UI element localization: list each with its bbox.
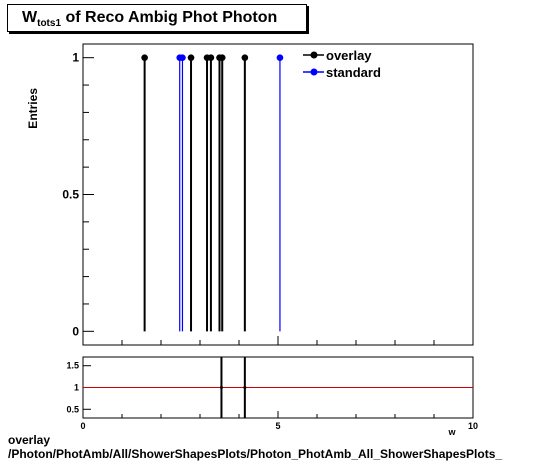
chart-title-box: Wtots1 of Reco Ambig Phot Photon [7,4,307,32]
overlay-point [207,54,215,61]
overlay-point [141,54,148,61]
ratio-x-tick-label: 10 [468,421,478,431]
title-main: W [22,9,38,26]
ratio-y-tick-label: 1 [74,383,79,393]
main-plot-panel: 0 0.5 1 Entries overlay standard [26,43,474,346]
ratio-y-tick-label: 0.5 [66,404,79,414]
ratio-point [243,386,247,389]
overlay-point [187,54,195,61]
footer-line-2: /Photon/PhotAmb/All/ShowerShapesPlots/Ph… [8,447,503,461]
overlay-legend-label: overlay [326,48,372,63]
standard-legend-label: standard [326,65,381,80]
ratio-x-tick-label: 5 [275,421,280,431]
standard-point [276,54,284,61]
footer-line-1: overlay [8,433,51,447]
standard-point [179,54,186,61]
y-tick-label: 0.5 [62,188,79,202]
ratio-y-tick-label: 1.5 [66,361,79,371]
y-axis-title: Entries [26,88,40,129]
title-subscript: tots1 [37,18,62,30]
x-axis-title: w [447,427,456,437]
overlay-point [241,54,249,61]
ratio-x-tick-label: 0 [80,421,85,431]
ratio-point [219,386,223,389]
y-tick-label: 0 [72,324,79,338]
chart-title: Wtots1 of Reco Ambig Phot Photon [22,9,277,29]
overlay-point [218,54,226,61]
main-plot-frame [82,43,474,346]
overlay-legend-marker [310,51,318,59]
title-rest: of Reco Ambig Phot Photon [61,9,278,26]
y-tick-label: 1 [72,51,79,65]
ratio-plot-panel: 0.5 1 1.5 0 5 10 w [66,356,478,437]
standard-legend-marker [310,68,318,76]
